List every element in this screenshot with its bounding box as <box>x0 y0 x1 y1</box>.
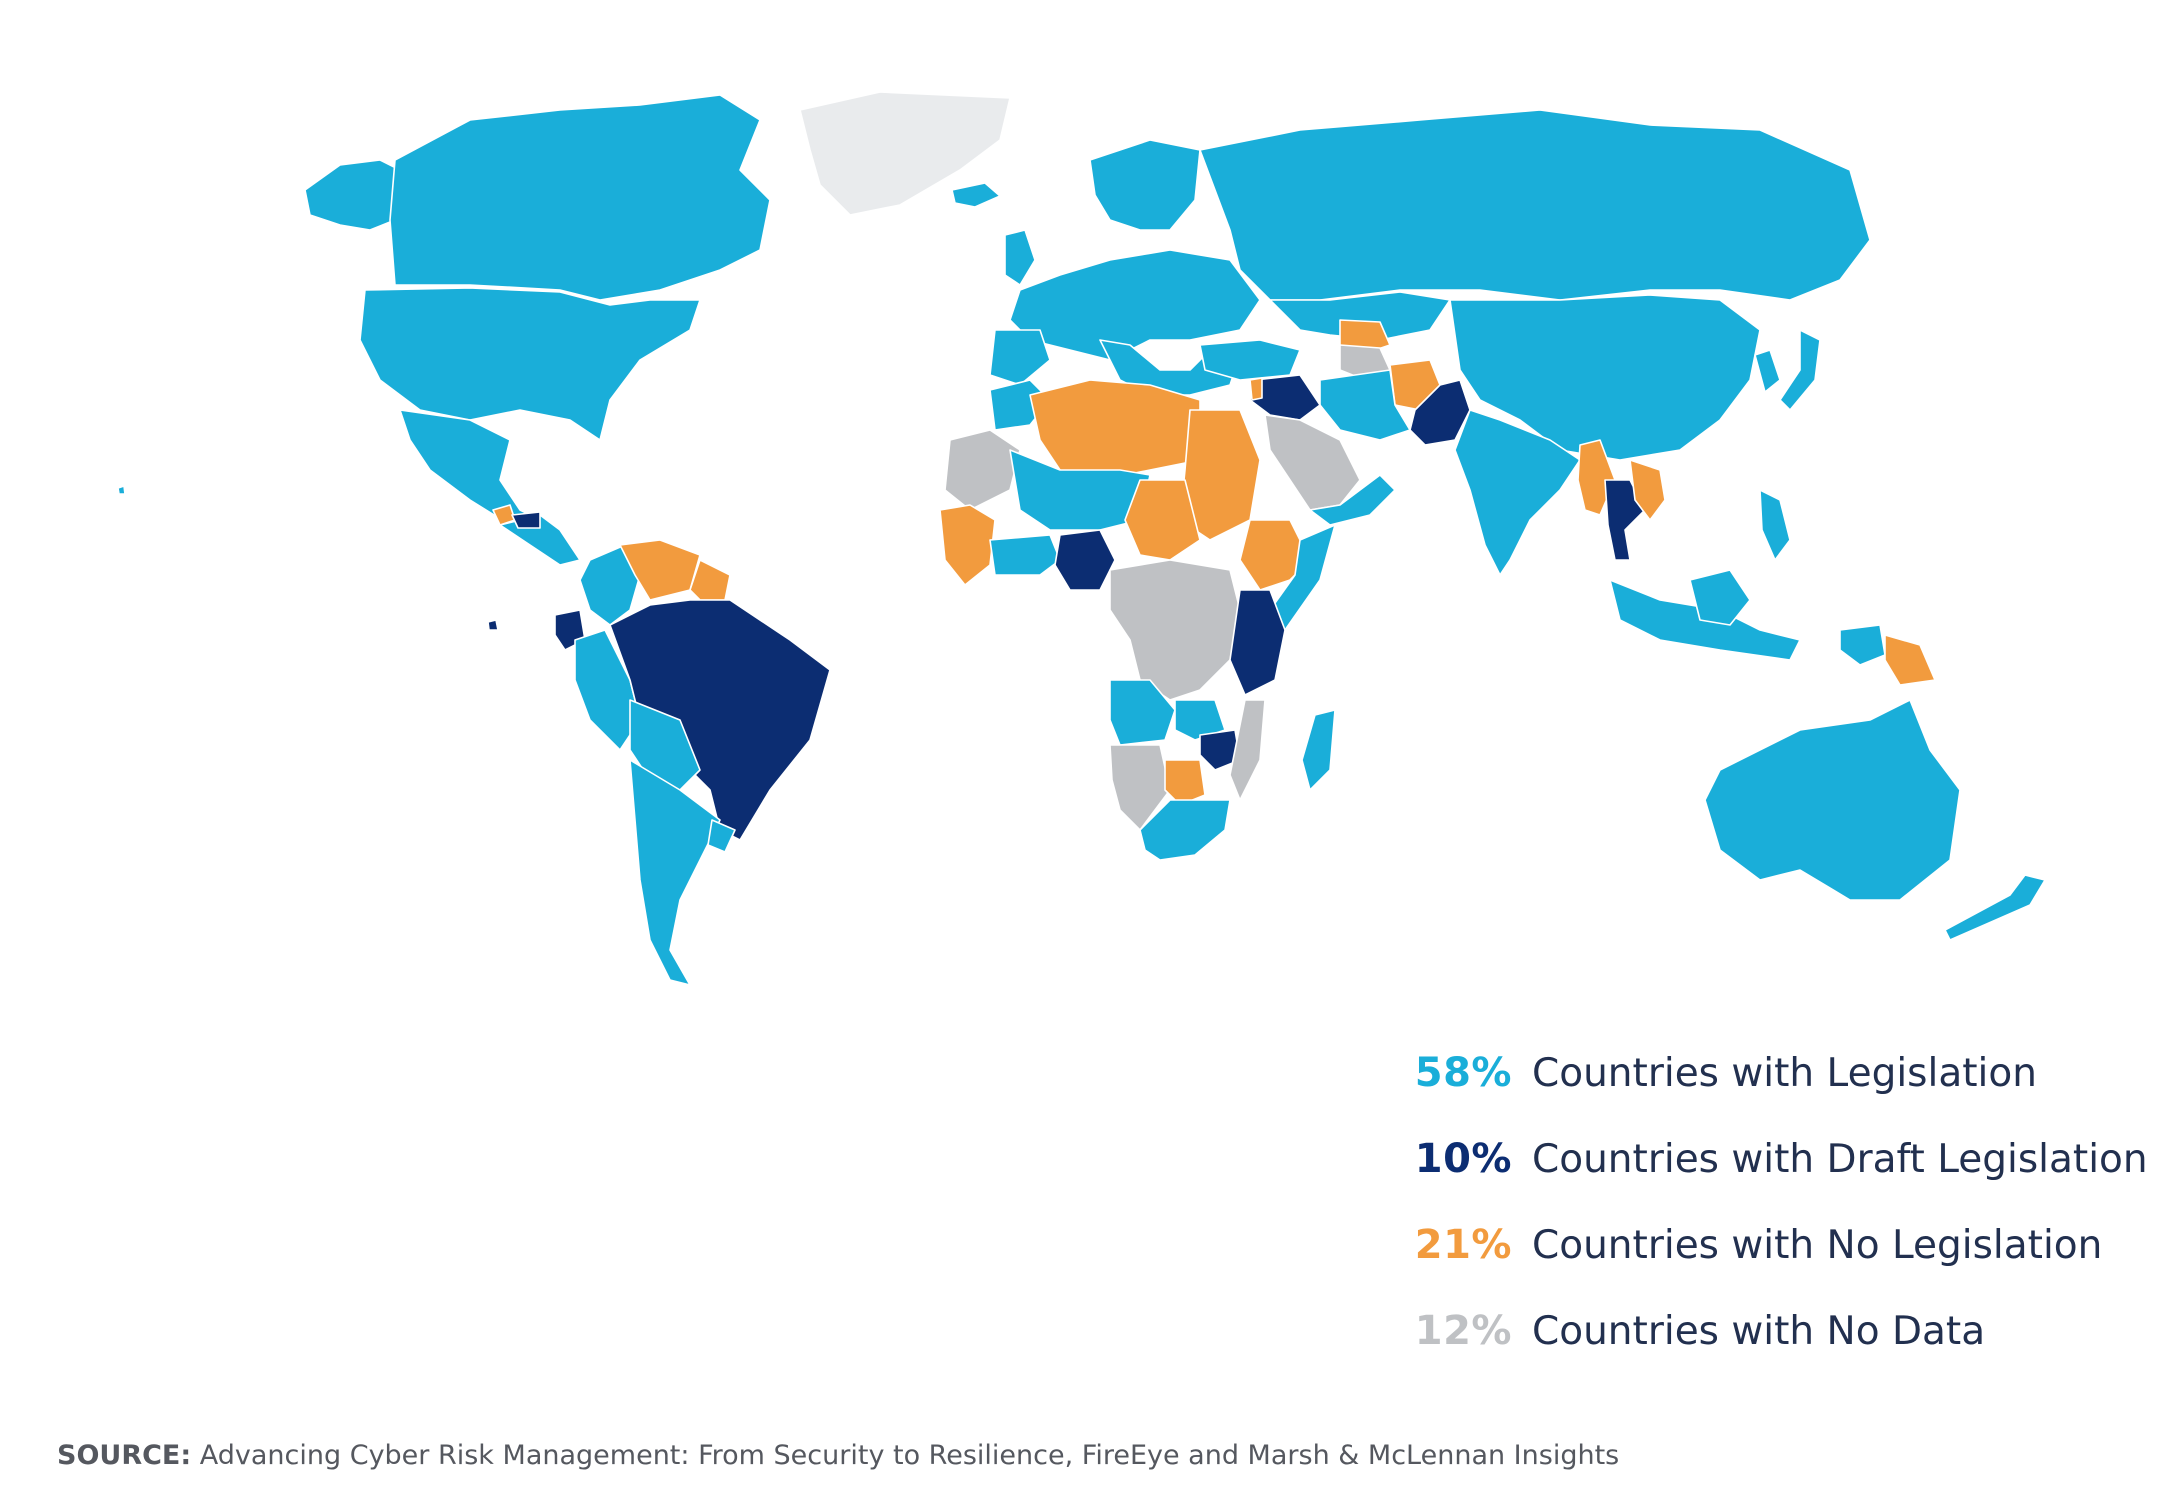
legend-percent: 10% <box>1414 1136 1512 1182</box>
region-borneo <box>1689 569 1751 626</box>
legend-percent: 58% <box>1414 1050 1512 1096</box>
region-madagascar <box>1301 709 1336 791</box>
region-jordan <box>1249 377 1263 401</box>
region-greenland <box>799 91 1011 216</box>
region-chad-car <box>1124 479 1201 561</box>
region-mozambique <box>1229 699 1266 801</box>
source-text: Advancing Cyber Risk Management: From Se… <box>199 1440 1620 1471</box>
legend-item-draft: 10% Countries with Draft Legislation <box>1405 1136 2165 1222</box>
region-turkey <box>1199 339 1301 381</box>
region-ethiopia <box>1239 519 1311 591</box>
legend-label: Countries with Draft Legislation <box>1532 1137 2148 1182</box>
region-angola <box>1109 679 1176 746</box>
region-kazakhstan-area <box>1269 291 1451 341</box>
region-egypt-sudan <box>1179 409 1261 541</box>
region-canada <box>389 94 771 301</box>
region-india <box>1454 409 1581 576</box>
region-west-sahara-mauritania <box>944 429 1021 511</box>
legend-percent: 21% <box>1414 1222 1512 1268</box>
region-nigeria <box>1054 529 1116 591</box>
region-pakistan <box>1409 379 1471 446</box>
region-australia <box>1704 699 1961 901</box>
region-argentina-chile <box>629 759 721 986</box>
legend-label: Countries with No Data <box>1532 1309 1986 1354</box>
source-note: SOURCE: Advancing Cyber Risk Management:… <box>57 1440 1619 1471</box>
region-senegal-guinea <box>939 504 996 586</box>
world-map <box>117 91 2046 986</box>
region-south-africa <box>1139 799 1231 861</box>
region-honduras <box>511 511 541 529</box>
legend-label: Countries with No Legislation <box>1532 1223 2103 1268</box>
legend-label: Countries with Legislation <box>1532 1051 2037 1096</box>
legend-item-none: 21% Countries with No Legislation <box>1405 1222 2165 1308</box>
region-iran <box>1319 369 1411 441</box>
region-new-zealand <box>1944 874 2046 941</box>
region-kenya-tanzania <box>1229 589 1286 696</box>
legend-percent: 12% <box>1414 1308 1512 1354</box>
region-uruguay <box>707 819 736 853</box>
region-galapagos <box>487 619 499 631</box>
region-uk <box>1004 229 1036 286</box>
region-zimbabwe <box>1199 729 1241 771</box>
legend-item-legislation: 58% Countries with Legislation <box>1405 1050 2165 1136</box>
region-korea <box>1754 349 1781 393</box>
region-png-west <box>1839 624 1886 666</box>
region-central-africa <box>1109 559 1241 701</box>
region-japan <box>1779 329 1821 411</box>
region-hawaii <box>117 485 126 495</box>
region-philippines <box>1759 489 1791 561</box>
region-west-coast <box>989 534 1061 576</box>
region-png <box>1884 634 1936 686</box>
legend-item-nodata: 12% Countries with No Data <box>1405 1308 2165 1394</box>
region-scandinavia <box>1089 139 1201 231</box>
region-russia <box>1199 109 1871 301</box>
region-china-mongolia <box>1449 294 1761 461</box>
region-iceland <box>951 182 1001 208</box>
source-prefix: SOURCE: <box>57 1440 192 1471</box>
region-usa <box>359 287 701 441</box>
region-algeria-libya <box>1029 379 1201 481</box>
region-botswana <box>1164 759 1206 806</box>
region-alaska <box>304 159 401 231</box>
legend: 58% Countries with Legislation 10% Count… <box>1405 1050 2165 1394</box>
region-mexico <box>399 409 541 526</box>
region-yemen-oman <box>1309 474 1396 526</box>
region-laos-vietnam <box>1629 459 1666 521</box>
region-iberia <box>989 329 1051 386</box>
